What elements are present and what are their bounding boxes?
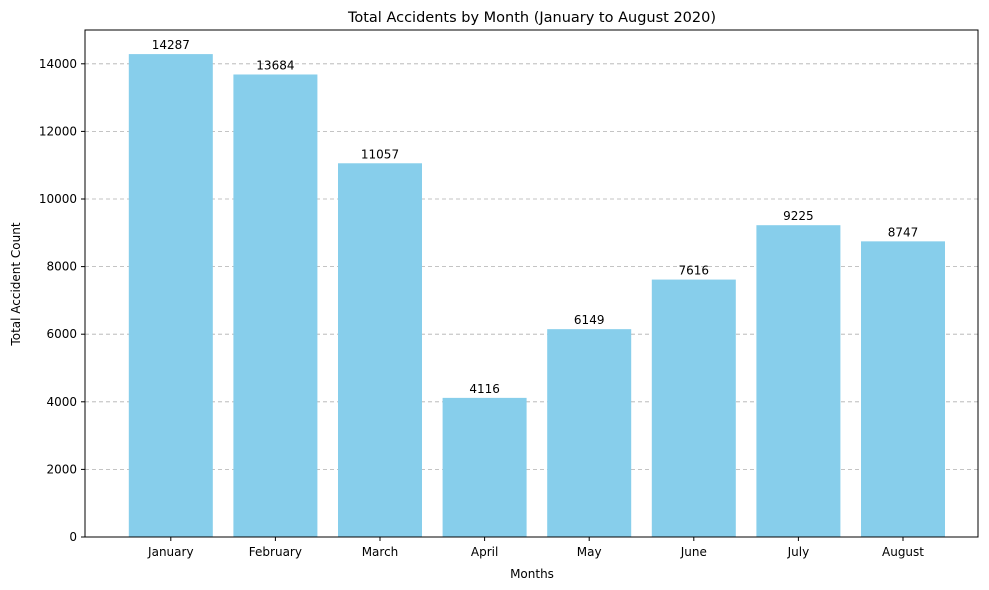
chart-title: Total Accidents by Month (January to Aug…	[347, 10, 716, 26]
data-labels: 14287 13684 11057 4116 6149 7616 9225 8747	[152, 38, 919, 396]
y-tick-label: 0	[69, 530, 77, 544]
y-tick-label: 14000	[39, 57, 77, 71]
bar-value-label: 9225	[783, 209, 814, 223]
bar	[651, 279, 736, 537]
bar-value-label: 14287	[152, 38, 190, 52]
gridlines	[85, 63, 978, 470]
x-tick-label: August	[882, 545, 924, 559]
x-tick-label: June	[680, 545, 707, 559]
x-axis-ticks: January February March April May June July Augu…	[147, 537, 924, 559]
y-tick-label: 6000	[46, 327, 77, 341]
plot-frame	[84, 29, 979, 538]
bars	[128, 54, 945, 538]
bar-value-label: 11057	[361, 147, 399, 161]
y-tick-label: 10000	[39, 192, 77, 206]
x-tick-label: February	[249, 545, 302, 559]
y-tick-label: 2000	[46, 462, 77, 476]
bar-value-label: 4116	[469, 382, 500, 396]
bar	[233, 74, 318, 537]
x-tick-label: July	[787, 545, 810, 559]
y-tick-label: 12000	[39, 124, 77, 138]
y-tick-label: 4000	[46, 395, 77, 409]
x-tick-label: April	[471, 545, 498, 559]
y-axis-ticks: 0 2000 4000 6000 8000 10000 12000 14000	[39, 57, 85, 544]
y-tick-label: 8000	[46, 260, 77, 274]
bar	[442, 397, 527, 537]
bar	[338, 163, 422, 537]
bar-value-label: 8747	[888, 225, 919, 239]
bar-value-label: 13684	[256, 58, 294, 72]
x-tick-label: March	[362, 545, 399, 559]
bar-value-label: 7616	[679, 264, 710, 278]
bar	[756, 225, 841, 537]
x-tick-label: May	[577, 545, 602, 559]
bar	[861, 241, 945, 538]
x-tick-label: January	[147, 545, 194, 559]
bar-value-label: 6149	[574, 313, 605, 327]
bar	[547, 329, 632, 537]
x-axis-label: Months	[510, 567, 554, 581]
bar	[128, 54, 213, 538]
y-axis-label: Total Accident Count	[9, 222, 23, 346]
